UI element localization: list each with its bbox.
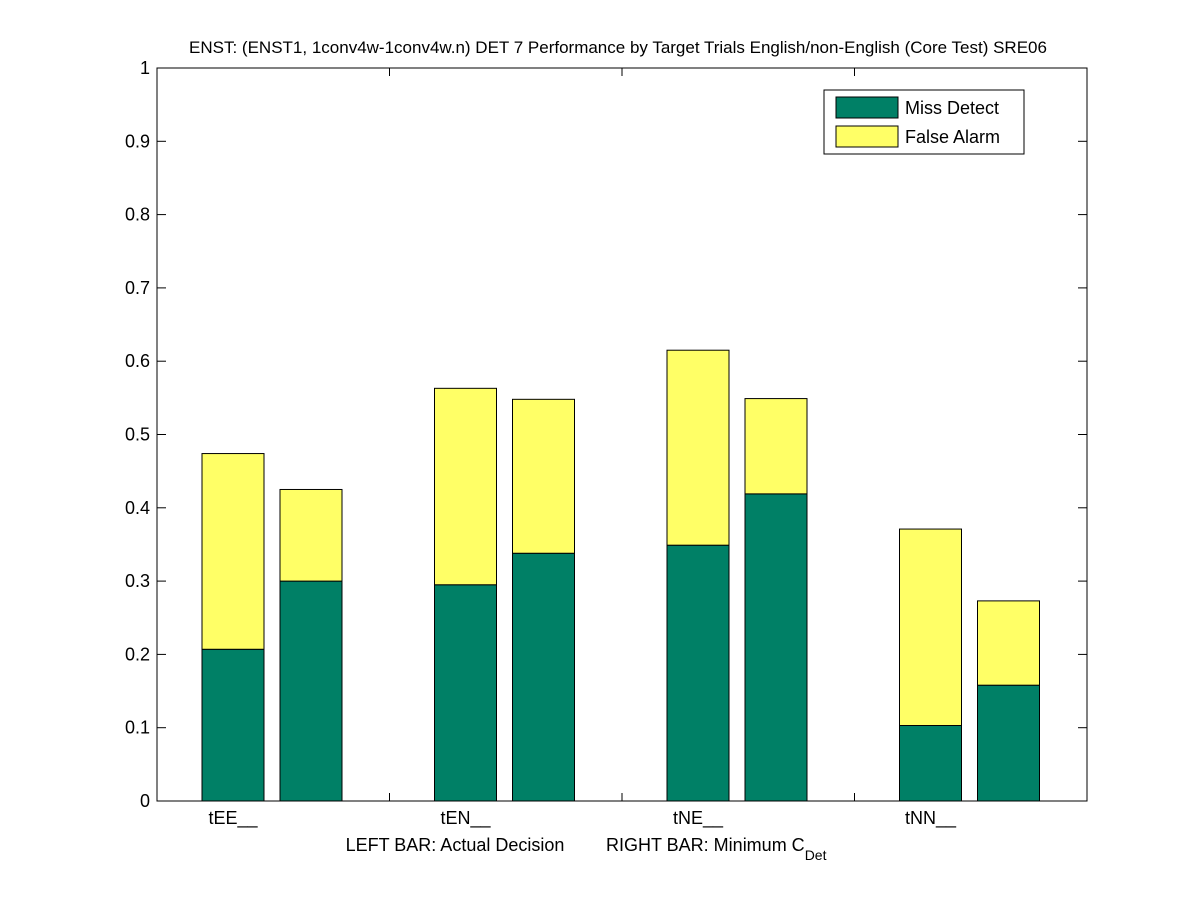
x-label-right: RIGHT BAR: Minimum CDet: [606, 835, 827, 863]
legend-label-miss-detect: Miss Detect: [905, 98, 999, 118]
y-tick-label: 0.4: [125, 498, 150, 518]
bar-tEE-minimum-miss-detect: [279, 580, 343, 802]
bar-tNE-minimum-miss-detect: [744, 493, 808, 802]
bar-tNE-actual-miss-detect: [666, 544, 730, 802]
y-tick-label: 0: [140, 791, 150, 811]
x-label-left: LEFT BAR: Actual Decision: [346, 835, 565, 855]
x-label-right-main: RIGHT BAR: Minimum C: [606, 835, 805, 855]
legend-swatch-false-alarm: [835, 125, 899, 148]
legend-swatch-miss-detect: [835, 96, 899, 119]
bar-tEN-actual-false-alarm: [434, 387, 497, 586]
y-tick-label: 0.9: [125, 131, 150, 151]
legend-label-false-alarm: False Alarm: [905, 127, 1000, 147]
y-tick-label: 0.2: [125, 644, 150, 664]
bar-tEN-minimum-miss-detect: [512, 552, 575, 802]
bar-tNN-minimum-miss-detect: [977, 684, 1040, 802]
x-tick-label: tEN__: [440, 808, 491, 829]
y-tick-label: 0.5: [125, 425, 150, 445]
y-tick-label: 0.3: [125, 571, 150, 591]
x-tick-label: tNE__: [673, 808, 724, 829]
y-tick-label: 1: [140, 58, 150, 78]
y-tick-label: 0.7: [125, 278, 150, 298]
y-tick-label: 0.1: [125, 718, 150, 738]
x-tick-label: tNN__: [905, 808, 957, 829]
bar-tEN-minimum-false-alarm: [512, 398, 575, 554]
ticks-layer: tEE__ tEN__ tNE__ tNN__ 0 0.1 0.2 0.3 0.4 0.5 0.6 0…: [125, 58, 1087, 829]
x-tick-label: tEE__: [208, 808, 258, 829]
bar-tEN-actual-miss-detect: [434, 584, 497, 802]
bar-tEE-actual-false-alarm: [201, 453, 265, 650]
bar-tNN-minimum-false-alarm: [977, 600, 1040, 686]
y-tick-label: 0.6: [125, 351, 150, 371]
bar-tNN-actual-false-alarm: [899, 528, 962, 727]
x-label-right-subscript: Det: [805, 847, 827, 863]
plot-frame: [156, 67, 1088, 802]
chart-title: ENST: (ENST1, 1conv4w-1conv4w.n) DET 7 P…: [189, 38, 1047, 57]
bar-tNE-actual-false-alarm: [666, 349, 730, 546]
bar-tNE-minimum-false-alarm: [744, 398, 808, 495]
bar-tEE-minimum-false-alarm: [279, 488, 343, 582]
bar-tEE-actual-miss-detect: [201, 648, 265, 802]
legend: Miss Detect False Alarm: [823, 89, 1025, 155]
bars-layer: [201, 349, 1040, 802]
y-tick-label: 0.8: [125, 205, 150, 225]
bar-tNN-actual-miss-detect: [899, 725, 962, 802]
